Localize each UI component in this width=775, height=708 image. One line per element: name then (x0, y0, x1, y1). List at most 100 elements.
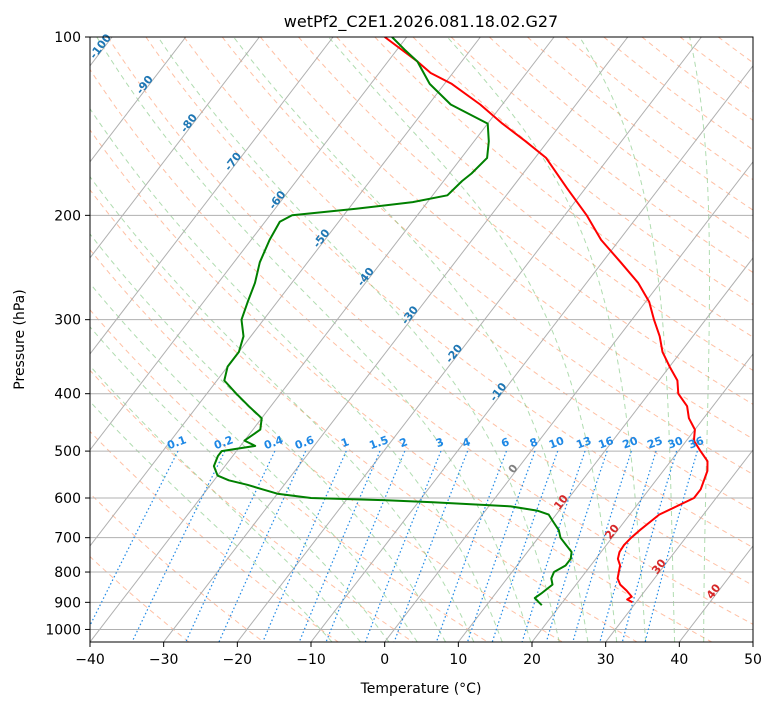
temperature-trace (384, 37, 709, 604)
mixing-ratio-line (435, 450, 507, 642)
mixing-ratio-label: 1.5 (367, 433, 390, 452)
mixing-ratio-line (90, 450, 179, 627)
isotherm (90, 37, 260, 259)
mixing-ratio-line (621, 450, 678, 642)
mixing-ratio-label: 3 (434, 435, 446, 450)
mixing-ratio-label: 8 (528, 435, 540, 450)
mixing-ratio-label: 0.1 (165, 433, 188, 452)
mixing-ratio-label: 2 (398, 435, 410, 450)
isotherm (163, 37, 629, 642)
mixing-ratio-label: 25 (645, 434, 664, 451)
mixing-ratio-line (393, 450, 469, 642)
mixing-ratio-line (218, 450, 307, 642)
isotherm (457, 257, 753, 642)
mixing-ratio-label: 16 (597, 434, 616, 452)
x-tick-label: 0 (380, 652, 389, 668)
mixing-ratio-line (185, 450, 276, 642)
mixing-ratio-line (364, 450, 442, 642)
y-tick-label: 200 (54, 208, 81, 224)
dry-adiabat (298, 37, 753, 405)
mixing-ratio-label: 36 (687, 434, 706, 452)
mixing-ratio-line (131, 450, 226, 642)
moist-adiabat (689, 37, 710, 642)
dry-adiabat (90, 189, 638, 642)
background-lines (90, 37, 753, 642)
dry-adiabat (259, 37, 753, 440)
x-tick-label: −20 (223, 652, 253, 668)
mixing-ratio-label: 10 (547, 434, 566, 452)
moist-adiabat (233, 37, 589, 642)
x-tick-label: 30 (597, 652, 615, 668)
moist-adiabat (579, 37, 676, 642)
y-tick-label: 900 (54, 595, 81, 611)
x-axis-title: Temperature (°C) (360, 681, 482, 697)
mixing-ratio-line (521, 450, 586, 642)
moist-adiabat (90, 175, 475, 642)
y-tick-label: 600 (54, 491, 81, 507)
axes: −40 −30 −20 −10 0 10 20 30 40 5010020030040050060… (45, 30, 762, 668)
isotherm (531, 353, 753, 642)
y-tick-label: 300 (54, 313, 81, 329)
mixing-ratio-label: 0.4 (262, 433, 285, 452)
dry-adiabat (183, 37, 753, 512)
plot-frame (89, 36, 754, 643)
plot-area (90, 37, 753, 642)
dewpoint-trace (212, 37, 573, 606)
dry-adiabat (374, 37, 753, 338)
mixing-ratio-label: 1 (339, 435, 351, 450)
moist-adiabat (90, 326, 390, 642)
sounding-traces (212, 37, 709, 606)
isotherm (752, 641, 753, 642)
moist-adiabat (90, 233, 446, 642)
moist-adiabat (446, 37, 647, 642)
dry-adiabat (90, 369, 414, 642)
dry-adiabat (107, 37, 753, 586)
x-tick-label: 50 (744, 652, 762, 668)
mixing-ratio-label: 0.2 (212, 433, 235, 452)
y-axis-title: Pressure (hPa) (12, 289, 28, 389)
moist-adiabat (90, 400, 333, 642)
isotherm (90, 37, 555, 642)
moist-adiabat (90, 107, 503, 642)
isotherm (605, 449, 753, 642)
dry-adiabat (90, 309, 488, 642)
dry-adiabat (90, 248, 563, 642)
y-tick-label: 500 (54, 444, 81, 460)
dry-adiabat (90, 492, 264, 642)
x-tick-label: −10 (296, 652, 326, 668)
isotherm (236, 37, 702, 642)
mixing-ratio-label: 20 (621, 434, 640, 452)
y-tick-label: 700 (54, 531, 81, 547)
mixing-ratio-label: 0.6 (293, 433, 316, 452)
mixing-ratio-line (325, 450, 406, 642)
y-tick-label: 400 (54, 387, 81, 403)
x-tick-label: 40 (670, 652, 688, 668)
mixing-ratio-label: 6 (499, 435, 511, 450)
isotherm (90, 37, 481, 547)
isotherm (90, 37, 334, 355)
isotherm (90, 37, 408, 451)
dry-adiabat (145, 37, 753, 549)
y-tick-label: 800 (54, 565, 81, 581)
mixing-ratio-line (644, 450, 698, 642)
y-tick-label: 1000 (45, 622, 81, 638)
x-tick-label: 20 (523, 652, 541, 668)
x-tick-label: 10 (449, 652, 467, 668)
dry-adiabat (603, 37, 753, 151)
dry-adiabat (488, 37, 753, 242)
moist-adiabat (328, 37, 618, 642)
x-tick-label: −40 (75, 652, 105, 668)
mixing-ratio-line (599, 450, 657, 642)
isotherm (310, 64, 753, 642)
dry-adiabat (90, 430, 339, 642)
chart-title: wetPf2_C2E1.2026.081.18.02.G27 (284, 12, 558, 32)
isotherm (384, 161, 753, 642)
mixing-ratio-label: 4 (461, 435, 473, 450)
mixing-ratio-label: 13 (574, 434, 593, 451)
isotherm (90, 37, 187, 163)
dry-adiabat (90, 128, 712, 642)
x-tick-label: −30 (149, 652, 179, 668)
mixing-ratio-label: 30 (666, 434, 685, 452)
dry-adiabat (565, 37, 753, 181)
